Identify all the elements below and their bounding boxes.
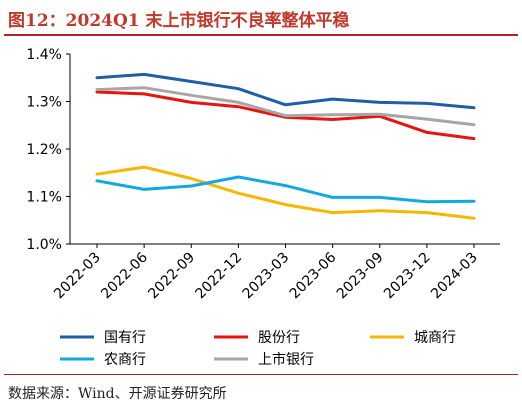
chart-axes: 1.0% 1.1% 1.2% 1.3% 1.4% (26, 47, 500, 253)
x-tick-label: 2022-03 (51, 250, 104, 303)
y-tick-label: 1.3% (26, 95, 62, 111)
series-line (95, 72, 476, 110)
series-line (95, 165, 476, 220)
series-line (95, 86, 476, 127)
title-rule (4, 34, 518, 36)
x-tick-label: 2023-09 (334, 250, 387, 303)
x-tick-label: 2022-12 (193, 250, 246, 303)
x-tick-label: 2022-06 (98, 249, 151, 302)
y-tick-label: 1.4% (26, 47, 62, 63)
y-tick-label: 1.2% (26, 142, 62, 158)
legend-label: 农商行 (104, 352, 146, 368)
title-bar: 图12：2024Q1 末上市银行不良率整体平稳 (0, 0, 522, 36)
x-tick-label: 2023-12 (381, 250, 434, 303)
x-tick-label: 2022-09 (145, 250, 198, 303)
y-tick-label: 1.1% (26, 190, 62, 206)
series-line (95, 175, 476, 204)
x-tick-label: 2024-03 (428, 250, 481, 303)
chart-series (95, 72, 476, 220)
legend-label: 上市银行 (258, 351, 314, 368)
x-tick-label: 2023-06 (287, 249, 340, 302)
x-tick-labels: 2022-032022-062022-092022-122023-032023-… (51, 249, 481, 302)
x-tick-label: 2023-03 (240, 250, 293, 303)
source-note: 数据来源：Wind、开源证券研究所 (8, 386, 227, 402)
legend-label: 城商行 (414, 330, 456, 346)
legend-label: 国有行 (104, 330, 146, 346)
figure-title: 图12：2024Q1 末上市银行不良率整体平稳 (8, 11, 350, 31)
bottom-rule (4, 374, 518, 375)
y-tick-label: 1.0% (26, 237, 62, 253)
legend-label: 股份行 (258, 330, 300, 346)
